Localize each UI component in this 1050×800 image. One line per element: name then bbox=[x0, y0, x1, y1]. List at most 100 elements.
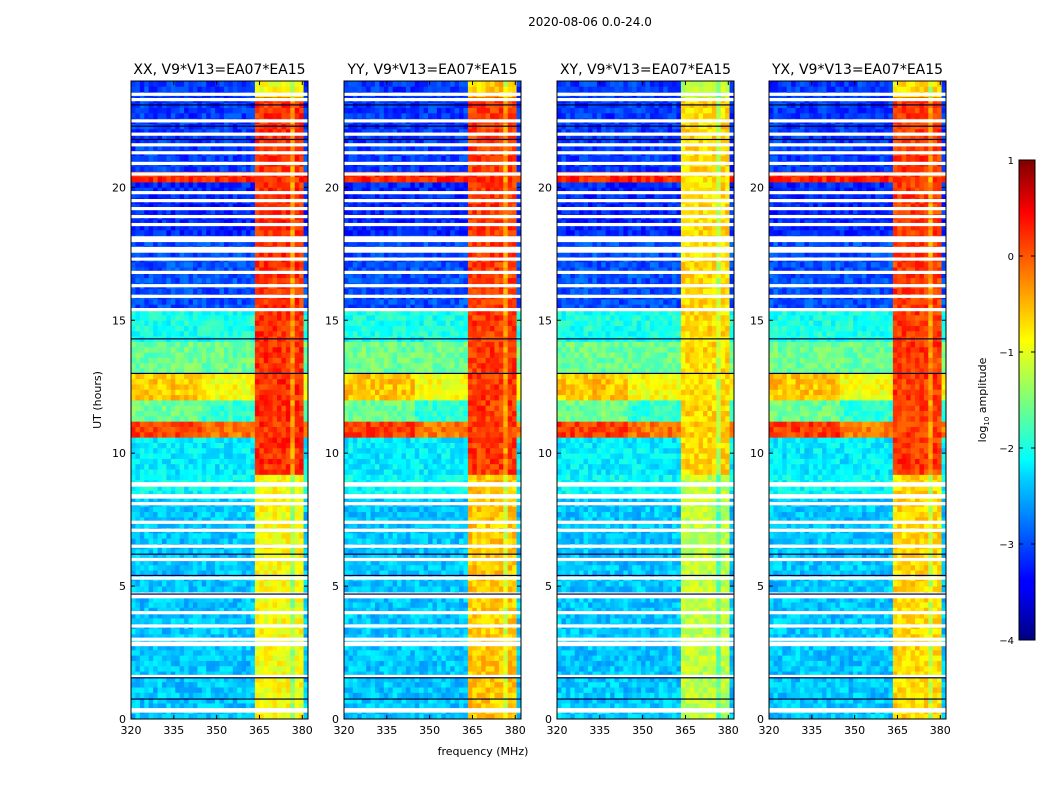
heatmap-cell bbox=[445, 713, 451, 720]
heatmap-cell bbox=[277, 713, 282, 720]
heatmap-cell bbox=[210, 176, 216, 183]
heatmap-cell bbox=[290, 405, 296, 412]
heatmap-cell bbox=[210, 697, 216, 704]
heatmap-cell bbox=[219, 564, 225, 571]
heatmap-cell bbox=[197, 272, 203, 279]
heatmap-cell bbox=[277, 144, 282, 151]
heatmap-cell bbox=[153, 522, 158, 528]
heatmap-cell bbox=[184, 644, 189, 651]
heatmap-cell bbox=[148, 607, 154, 614]
heatmap-cell bbox=[153, 86, 158, 93]
heatmap-cell bbox=[241, 607, 247, 614]
heatmap-cell bbox=[206, 548, 212, 555]
heatmap-cell bbox=[184, 288, 189, 295]
heatmap-cell bbox=[139, 463, 145, 470]
heatmap-cell bbox=[268, 309, 273, 316]
heatmap-cell bbox=[232, 559, 238, 566]
heatmap-cell bbox=[201, 697, 207, 704]
heatmap-cell bbox=[206, 341, 212, 348]
heatmap-cell bbox=[139, 554, 145, 560]
heatmap-cell bbox=[263, 81, 269, 87]
heatmap-cell bbox=[210, 389, 216, 396]
heatmap-cell bbox=[144, 277, 150, 284]
heatmap-cell bbox=[188, 660, 194, 667]
heatmap-cell bbox=[139, 203, 145, 209]
heatmap-cell bbox=[144, 665, 150, 672]
heatmap-cell bbox=[237, 267, 243, 273]
heatmap-cell bbox=[192, 485, 198, 491]
heatmap-cell bbox=[188, 649, 194, 656]
heatmap-cell bbox=[166, 314, 172, 321]
heatmap-cell bbox=[303, 447, 309, 454]
heatmap-cell bbox=[179, 538, 185, 544]
heatmap-cell bbox=[139, 485, 145, 491]
heatmap-cell bbox=[148, 128, 154, 135]
heatmap-cell bbox=[223, 219, 229, 225]
heatmap-cell bbox=[179, 628, 185, 635]
heatmap-cell bbox=[192, 447, 198, 454]
heatmap-cell bbox=[344, 713, 349, 720]
heatmap-cell bbox=[215, 261, 220, 268]
heatmap-cell bbox=[175, 649, 181, 656]
heatmap-cell bbox=[206, 426, 212, 433]
heatmap-cell bbox=[254, 453, 260, 459]
heatmap-cell bbox=[259, 570, 265, 576]
heatmap-cell bbox=[299, 421, 304, 427]
heatmap-cell bbox=[237, 368, 243, 374]
heatmap-cell bbox=[268, 697, 273, 704]
heatmap-cell bbox=[303, 176, 309, 183]
heatmap-cell bbox=[228, 474, 234, 481]
heatmap-cell bbox=[277, 410, 282, 417]
heatmap-cell bbox=[299, 272, 304, 279]
heatmap-cell bbox=[219, 341, 225, 348]
heatmap-cell bbox=[237, 357, 243, 364]
heatmap-cell bbox=[201, 671, 207, 677]
heatmap-cell bbox=[272, 607, 278, 614]
heatmap-cell bbox=[219, 112, 225, 119]
heatmap-cell bbox=[166, 633, 172, 640]
heatmap-cell bbox=[175, 469, 181, 475]
heatmap-cell bbox=[161, 192, 167, 199]
heatmap-cell bbox=[144, 389, 150, 396]
heatmap-cell bbox=[241, 251, 247, 257]
heatmap-cell bbox=[303, 261, 309, 268]
heatmap-cell bbox=[184, 112, 189, 119]
heatmap-cell bbox=[161, 538, 167, 544]
heatmap-cell bbox=[285, 421, 291, 427]
heatmap-cell bbox=[272, 81, 278, 87]
heatmap-cell bbox=[303, 224, 309, 231]
heatmap-cell bbox=[215, 431, 220, 438]
heatmap-cell bbox=[268, 368, 273, 374]
heatmap-cell bbox=[228, 687, 234, 693]
heatmap-cell bbox=[232, 687, 238, 693]
heatmap-cell bbox=[157, 362, 163, 369]
flagged-row bbox=[131, 544, 308, 548]
heatmap-cell bbox=[241, 506, 247, 513]
heatmap-cell bbox=[290, 400, 296, 406]
heatmap-cell bbox=[210, 580, 216, 587]
heatmap-cell bbox=[281, 166, 287, 172]
heatmap-cell bbox=[254, 384, 260, 390]
heatmap-cell bbox=[246, 554, 251, 560]
heatmap-cell bbox=[201, 511, 207, 518]
heatmap-cell bbox=[184, 474, 189, 481]
heatmap-cell bbox=[179, 580, 185, 587]
heatmap-cell bbox=[166, 490, 172, 497]
heatmap-cell bbox=[139, 267, 145, 273]
heatmap-cell bbox=[290, 362, 296, 369]
heatmap-cell bbox=[290, 522, 296, 528]
heatmap-cell bbox=[192, 644, 198, 651]
heatmap-cell bbox=[179, 81, 185, 87]
heatmap-cell bbox=[352, 703, 358, 709]
heatmap-cell bbox=[476, 713, 482, 720]
heatmap-cell bbox=[201, 240, 207, 247]
heatmap-cell bbox=[210, 644, 216, 651]
heatmap-cell bbox=[268, 426, 273, 433]
heatmap-cell bbox=[241, 224, 247, 231]
heatmap-cell bbox=[259, 166, 265, 172]
heatmap-cell bbox=[263, 128, 269, 135]
heatmap-cell bbox=[161, 378, 167, 385]
heatmap-cell bbox=[188, 134, 194, 140]
heatmap-cell bbox=[210, 665, 216, 672]
heatmap-cell bbox=[148, 144, 154, 151]
